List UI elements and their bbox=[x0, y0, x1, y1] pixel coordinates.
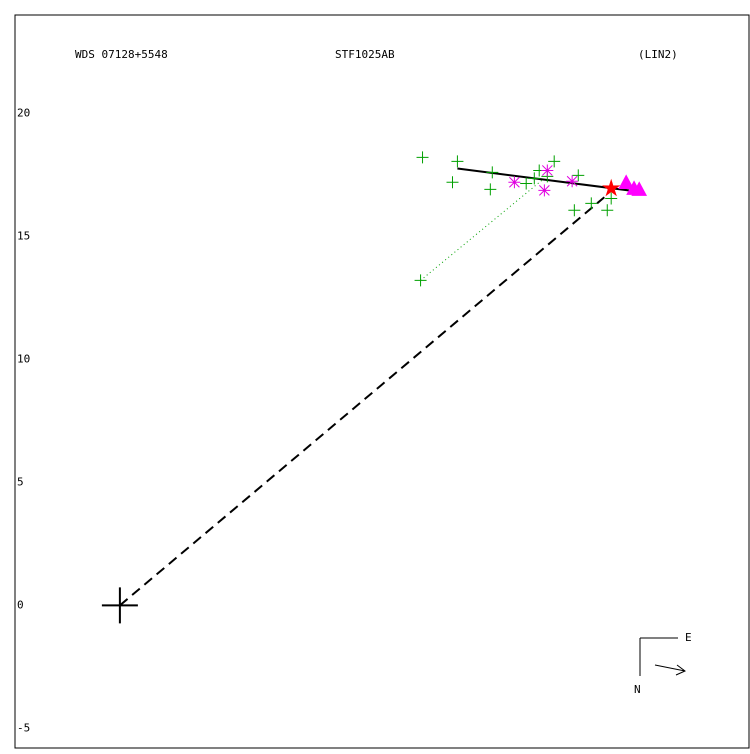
point bbox=[541, 164, 554, 177]
point bbox=[508, 176, 521, 189]
point bbox=[602, 178, 621, 197]
y-tick-label: 5 bbox=[17, 475, 24, 488]
point bbox=[538, 184, 551, 197]
point bbox=[566, 175, 579, 188]
point bbox=[486, 166, 499, 179]
compass-label: E bbox=[685, 631, 692, 644]
motion-arrow bbox=[654, 664, 686, 676]
point bbox=[631, 181, 648, 196]
annotation: (LIN2) bbox=[638, 48, 678, 61]
y-tick-label: 15 bbox=[17, 229, 30, 242]
point bbox=[528, 172, 541, 185]
y-tick-label: 20 bbox=[17, 106, 30, 119]
compass: E N bbox=[634, 631, 692, 696]
point bbox=[451, 155, 464, 168]
point bbox=[101, 587, 138, 624]
point bbox=[585, 197, 598, 210]
point bbox=[484, 183, 497, 196]
point bbox=[414, 274, 427, 287]
y-tick-label: 0 bbox=[17, 598, 24, 611]
fit-line bbox=[119, 196, 605, 607]
point bbox=[416, 151, 429, 164]
point bbox=[568, 204, 581, 217]
point bbox=[520, 177, 533, 190]
point bbox=[446, 176, 459, 189]
point bbox=[605, 192, 618, 205]
compass-label: N bbox=[634, 683, 641, 696]
point bbox=[618, 174, 635, 189]
y-tick-label: -5 bbox=[17, 721, 30, 734]
y-tick-label: 10 bbox=[17, 352, 30, 365]
point bbox=[548, 155, 561, 168]
chart-subtitle: STF1025AB bbox=[335, 48, 395, 61]
plot-frame bbox=[14, 14, 750, 749]
chart-title: WDS 07128+5548 bbox=[75, 48, 168, 61]
point bbox=[572, 169, 585, 182]
fit-line bbox=[457, 167, 645, 194]
point bbox=[601, 204, 614, 217]
